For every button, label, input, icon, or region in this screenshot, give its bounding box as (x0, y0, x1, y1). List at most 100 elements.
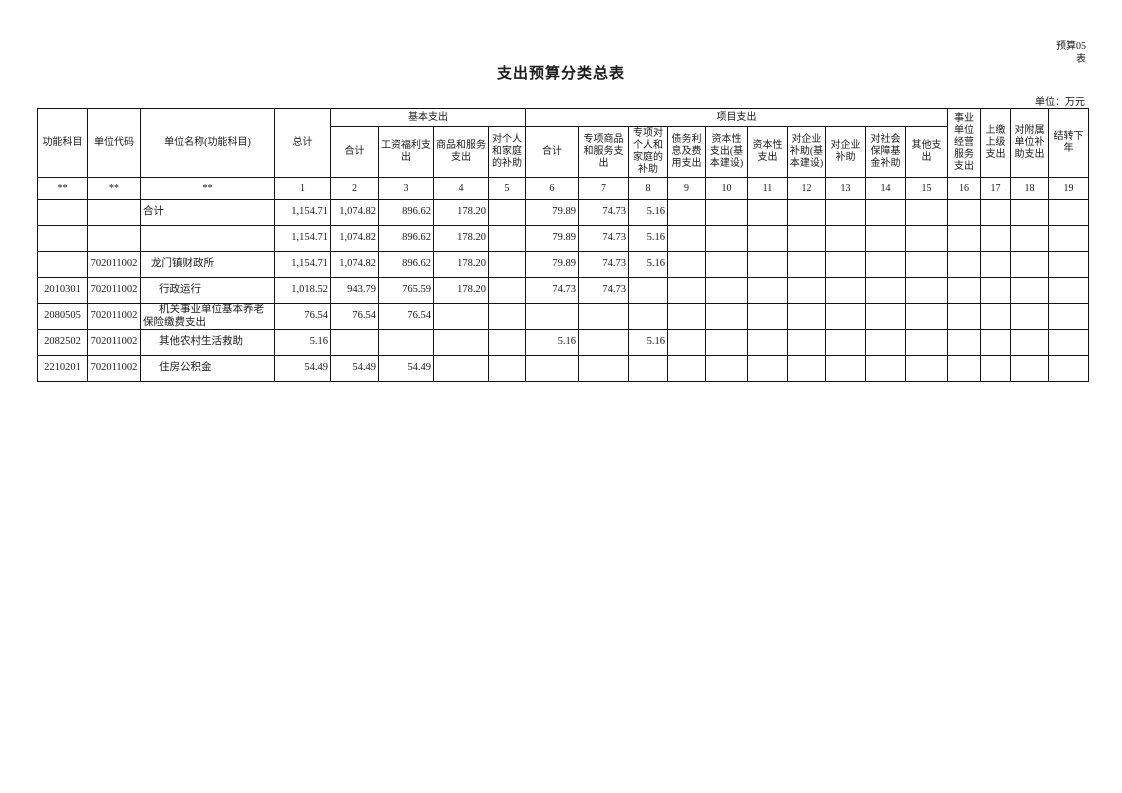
cell-value (433, 355, 489, 383)
column-index: 7 (578, 177, 629, 200)
cell-value (1048, 199, 1089, 226)
cell-value (787, 302, 826, 331)
cell-value (980, 225, 1011, 252)
header-capital-expense-basic-construction: 资本性支出(基本建设) (705, 126, 748, 178)
cell-value: 178.20 (433, 251, 489, 278)
header-other-expense: 其他支出 (905, 126, 948, 178)
column-index: 18 (1010, 177, 1049, 200)
header-group-row: 功能科目 单位代码 单位名称(功能科目) 总计 基本支出 项目支出 事业单位经营… (37, 108, 1089, 178)
cell-value (705, 302, 748, 331)
cell-value (747, 302, 788, 331)
cell-value (628, 355, 668, 383)
cell-value (667, 329, 706, 357)
cell-value (825, 355, 866, 383)
cell-value (980, 302, 1011, 331)
cell-value: 1,154.71 (274, 225, 331, 252)
cell-value (667, 277, 706, 304)
cell-value (747, 225, 788, 252)
cell-value (905, 225, 948, 252)
column-index: 12 (787, 177, 826, 200)
header-project-expenditure-group: 项目支出 (525, 108, 948, 127)
cell-unit-name: 行政运行 (140, 277, 275, 304)
cell-value (947, 251, 981, 278)
column-index: 6 (525, 177, 579, 200)
column-index-row: ** ** ** 1 2 3 4 5 6 7 8 9 10 11 12 13 14 15 16 17 18 19 (37, 177, 1089, 200)
cell-value (905, 355, 948, 383)
header-pay-to-superior: 上缴上级支出 (980, 108, 1011, 178)
column-index: 10 (705, 177, 748, 200)
cell-value (905, 199, 948, 226)
cell-value: 1,154.71 (274, 251, 331, 278)
cell-value (787, 277, 826, 304)
cell-value (578, 329, 629, 357)
cell-value: 1,074.82 (330, 251, 379, 278)
cell-value: 79.89 (525, 225, 579, 252)
cell-value (1010, 225, 1049, 252)
cell-value (787, 199, 826, 226)
cell-value (525, 355, 579, 383)
table-row: 2010301 702011002 行政运行 1,018.52 943.79 765.59… (37, 277, 1089, 304)
header-unit-name: 单位名称(功能科目) (140, 108, 275, 178)
page-title: 支出预算分类总表 (496, 66, 625, 82)
cell-value (947, 277, 981, 304)
cell-value (1048, 329, 1089, 357)
cell-value: 5.16 (628, 251, 668, 278)
cell-value (488, 199, 526, 226)
cell-value: 54.49 (274, 355, 331, 383)
cell-value (488, 277, 526, 304)
cell-value (947, 225, 981, 252)
cell-value (1048, 355, 1089, 383)
cell-func-subject-code: 2010301 (37, 277, 88, 304)
cell-value: 74.73 (578, 251, 629, 278)
cell-value (865, 355, 906, 383)
column-index: 3 (378, 177, 434, 200)
cell-value (705, 199, 748, 226)
cell-value (787, 251, 826, 278)
cell-value (980, 355, 1011, 383)
budget-table: 功能科目 单位代码 单位名称(功能科目) 总计 基本支出 项目支出 事业单位经营… (37, 108, 1089, 383)
cell-unit-code: 702011002 (87, 302, 141, 331)
cell-value: 76.54 (274, 302, 331, 331)
cell-value (825, 277, 866, 304)
cell-value: 765.59 (378, 277, 434, 304)
cell-value (947, 302, 981, 331)
cell-unit-code (87, 199, 141, 226)
cell-value (488, 329, 526, 357)
cell-value (980, 199, 1011, 226)
cell-value: 1,074.82 (330, 199, 379, 226)
cell-value (980, 329, 1011, 357)
table-row: 702011002 龙门镇财政所 1,154.71 1,074.82 896.62 178… (37, 251, 1089, 278)
cell-value (1010, 355, 1049, 383)
cell-value (378, 329, 434, 357)
cell-value: 178.20 (433, 225, 489, 252)
header-project-total: 合计 (525, 126, 579, 178)
cell-value (947, 329, 981, 357)
cell-value (747, 277, 788, 304)
column-index: 13 (825, 177, 866, 200)
cell-value (747, 251, 788, 278)
cell-value (980, 277, 1011, 304)
cell-unit-name: 住房公积金 (140, 355, 275, 383)
cell-value (1048, 251, 1089, 278)
cell-value: 79.89 (525, 251, 579, 278)
column-index: 4 (433, 177, 489, 200)
cell-value: 5.16 (628, 199, 668, 226)
table-row: 合计 1,154.71 1,074.82 896.62 178.20 79.89 74.73… (37, 199, 1089, 226)
table-row: 1,154.71 1,074.82 896.62 178.20 79.89 74.73 5.… (37, 225, 1089, 252)
cell-value (747, 355, 788, 383)
header-special-goods-services-expense: 专项商品和服务支出 (578, 126, 629, 178)
cell-func-subject-code: 2210201 (37, 355, 88, 383)
cell-unit-name: 其他农村生活救助 (140, 329, 275, 357)
cell-func-subject-code: 2080505 (37, 302, 88, 331)
cell-value (865, 251, 906, 278)
column-index: 9 (667, 177, 706, 200)
cell-unit-code: 702011002 (87, 277, 141, 304)
form-code-label: 预算05 表 (1056, 41, 1086, 65)
header-social-security-fund-subsidy: 对社会保障基金补助 (865, 126, 906, 178)
header-institution-operating-expense: 事业单位经营服务支出 (947, 108, 981, 178)
unit-note-label: 单位：万元 (1035, 97, 1085, 108)
cell-value (488, 355, 526, 383)
cell-value (705, 251, 748, 278)
cell-value (865, 199, 906, 226)
